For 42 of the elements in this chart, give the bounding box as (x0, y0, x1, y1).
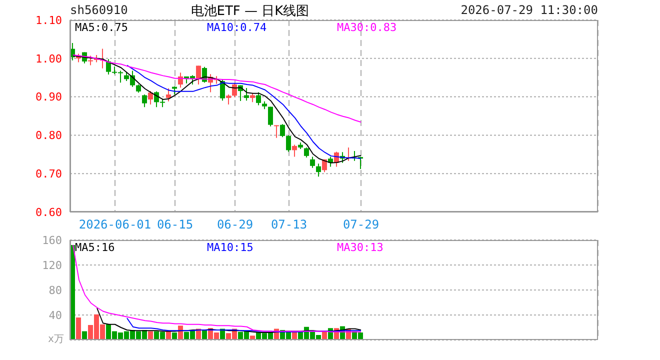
x-tick-label: 06-29 (216, 218, 254, 232)
candlestick (292, 144, 297, 158)
y-tick-label: 0.60 (36, 206, 62, 219)
y-tick-label: 0.70 (36, 168, 62, 181)
candlestick (142, 94, 147, 108)
candlestick (106, 58, 111, 76)
y-tick-label: 0.90 (36, 90, 62, 104)
candlestick (280, 124, 285, 138)
x-tick-label: 07-29 (342, 218, 380, 232)
candlestick (196, 65, 201, 86)
candlestick (274, 124, 279, 138)
y-tick-label: 1.10 (36, 14, 62, 27)
chart-title: 电池ETF — 日K线图 (190, 3, 310, 20)
y-tick-label: 40 (48, 308, 62, 322)
text: 2026-07-29 11:30:00 (460, 3, 598, 17)
candlestick (232, 82, 237, 98)
x-tick-label: 07-13 (270, 218, 308, 232)
candlestick (244, 87, 249, 102)
y-tick-label: 120 (42, 258, 62, 272)
candlestick (226, 94, 231, 105)
x-tick-label: 2026-06-01 (78, 218, 152, 232)
candlestick (286, 134, 291, 152)
legend: MA5:0.75 MA10:0.74 MA30:0.83 (72, 21, 596, 34)
text: sh560910 (70, 3, 128, 17)
candlestick (166, 88, 171, 102)
legend: MA5:16 MA10:15 MA30:13 (72, 241, 596, 254)
y-tick-label: 0.80 (36, 129, 62, 142)
candlestick (256, 92, 261, 106)
candlestick (148, 90, 153, 105)
bar (76, 318, 81, 340)
y-tick-label: 80 (48, 284, 62, 297)
candlestick (304, 146, 309, 158)
candlestick (88, 55, 93, 66)
candlestick (268, 106, 273, 127)
candlestick (316, 163, 321, 178)
candlestick (310, 156, 315, 168)
candlestick (250, 92, 255, 103)
y-tick-label: 160 (42, 234, 62, 247)
candlestick (220, 78, 225, 102)
y-tick-label: 1.00 (36, 52, 62, 66)
x-tick-label: 06-15 (156, 218, 194, 232)
y-axis-title: x万 (48, 333, 64, 346)
